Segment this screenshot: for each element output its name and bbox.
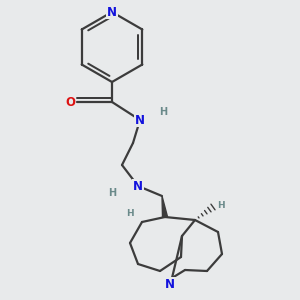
Text: H: H: [159, 107, 167, 117]
Text: N: N: [165, 278, 175, 290]
Text: H: H: [217, 200, 225, 209]
Text: O: O: [65, 95, 75, 109]
Text: N: N: [133, 179, 143, 193]
Text: N: N: [135, 113, 145, 127]
Text: H: H: [126, 209, 134, 218]
Text: H: H: [108, 188, 116, 198]
Polygon shape: [162, 196, 167, 218]
Text: N: N: [107, 5, 117, 19]
